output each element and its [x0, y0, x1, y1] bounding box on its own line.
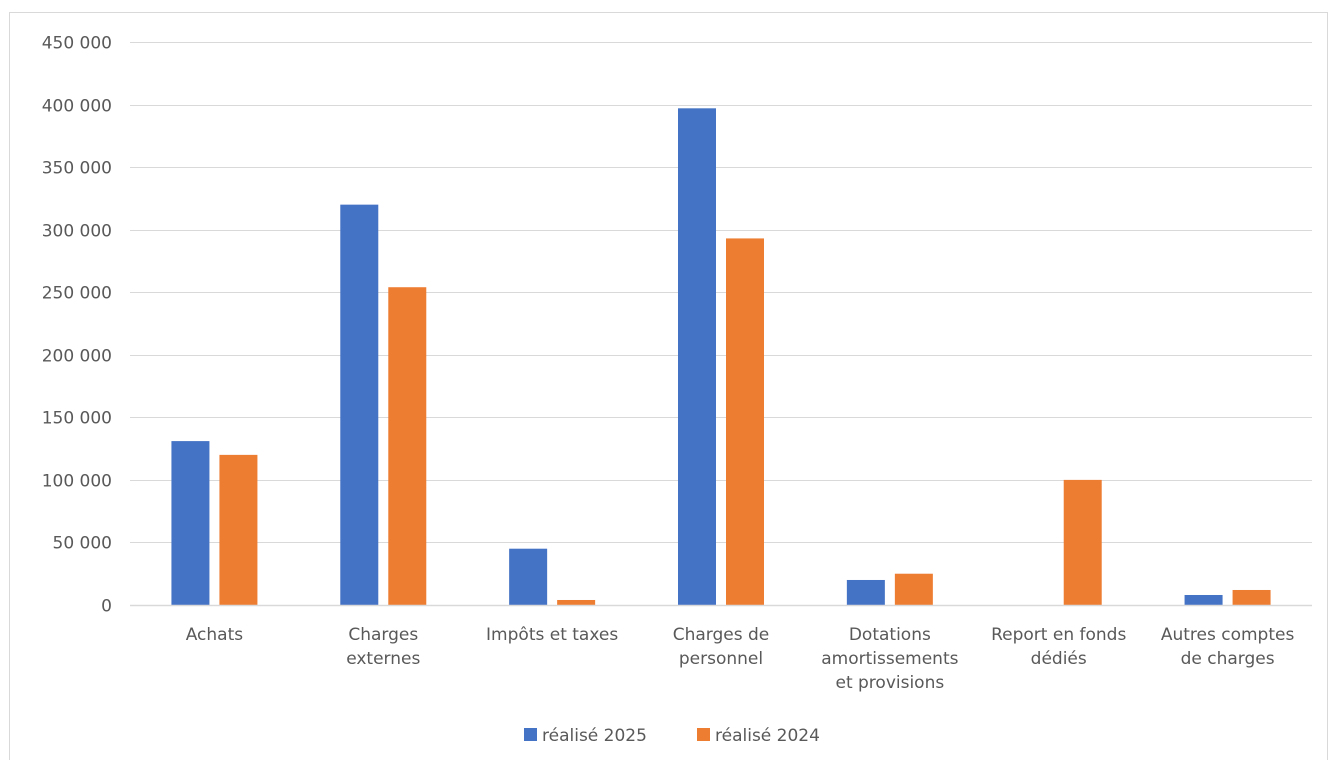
legend-swatch: [697, 728, 710, 741]
bar-realise-2024: [1063, 479, 1102, 605]
category-label-line: Dotations: [849, 625, 931, 645]
category-label: Charges de personnel: [673, 625, 770, 669]
bar-realise-2024: [388, 287, 427, 605]
y-tick-label: 200 000: [42, 347, 112, 367]
category-label-line: Charges: [348, 625, 418, 645]
chart-border: [9, 12, 1328, 760]
legend: réalisé 2025 réalisé 2024: [524, 726, 820, 746]
legend-label: réalisé 2024: [715, 726, 820, 746]
category-label-line: personnel: [679, 649, 763, 669]
category-label-line: Charges de: [673, 625, 770, 645]
bars: [171, 108, 1271, 605]
bar-realise-2024: [726, 238, 764, 605]
category-label-line: et provisions: [835, 673, 944, 693]
gridlines: [130, 42, 1312, 543]
y-tick-label: 300 000: [42, 222, 112, 242]
bar-realise-2024: [1232, 589, 1271, 605]
y-tick-label: 150 000: [42, 409, 112, 429]
legend-label: réalisé 2025: [542, 726, 647, 746]
category-label-line: externes: [346, 649, 420, 669]
category-label: Autres comptes de charges: [1161, 625, 1295, 669]
bar-realise-2025: [846, 579, 885, 605]
y-tick-label: 250 000: [42, 284, 112, 304]
y-tick-label: 50 000: [53, 534, 112, 554]
y-axis-tick-labels: 0 50 000 100 000 150 000 200 000 250 000 300 0…: [42, 34, 112, 617]
category-label: Impôts et taxes: [486, 625, 618, 645]
bar-realise-2024: [557, 599, 596, 605]
category-label-line: Autres comptes: [1161, 625, 1295, 645]
category-label-line: Achats: [186, 625, 244, 645]
category-label: Dotations amortissements et provisions: [821, 625, 958, 693]
category-label-line: amortissements: [821, 649, 958, 669]
category-label-line: dédiés: [1031, 649, 1087, 669]
bar-realise-2024: [219, 454, 258, 605]
bar-realise-2025: [171, 441, 210, 605]
category-label: Achats: [186, 625, 244, 645]
category-label: Report en fonds dédiés: [991, 625, 1126, 669]
legend-swatch: [524, 728, 537, 741]
bar-realise-2024: [894, 573, 933, 605]
bar-realise-2025: [509, 548, 548, 605]
bar-realise-2025: [1184, 594, 1223, 605]
category-label-line: de charges: [1181, 649, 1275, 669]
category-label-line: Impôts et taxes: [486, 625, 618, 645]
y-tick-label: 400 000: [42, 97, 112, 117]
bar-realise-2025: [678, 108, 716, 605]
category-label-line: Report en fonds: [991, 625, 1126, 645]
y-tick-label: 0: [101, 597, 112, 617]
y-tick-label: 100 000: [42, 472, 112, 492]
x-axis-category-labels: Achats Charges externes Impôts et taxes Char…: [186, 625, 1295, 693]
y-tick-label: 350 000: [42, 159, 112, 179]
y-tick-label: 450 000: [42, 34, 112, 54]
category-label: Charges externes: [346, 625, 420, 669]
bar-realise-2025: [340, 204, 379, 605]
